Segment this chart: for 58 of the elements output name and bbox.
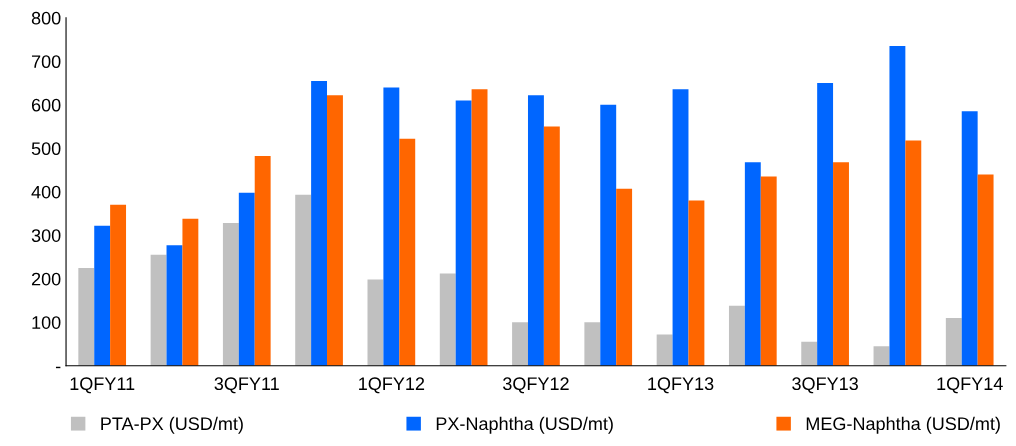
bar bbox=[78, 267, 95, 366]
bar bbox=[455, 100, 472, 366]
bar bbox=[616, 188, 633, 366]
bar bbox=[760, 176, 777, 366]
bar bbox=[439, 273, 456, 366]
y-tick-label: 400 bbox=[31, 185, 61, 199]
bar bbox=[311, 80, 328, 366]
bar bbox=[977, 174, 994, 366]
bar bbox=[182, 218, 199, 366]
bar bbox=[327, 95, 343, 366]
bar bbox=[584, 322, 601, 366]
x-tick-label: 1QFY14 bbox=[937, 377, 1003, 394]
y-tick-label: 100 bbox=[32, 316, 61, 329]
x-tick-label: 1QFY11 bbox=[70, 377, 135, 394]
y-tick-label: 200 bbox=[31, 272, 61, 286]
bar bbox=[945, 317, 962, 366]
y-tick-label: 500 bbox=[31, 142, 61, 156]
bar bbox=[94, 225, 111, 366]
bar bbox=[833, 162, 849, 366]
bar bbox=[238, 192, 255, 366]
bar bbox=[889, 46, 906, 366]
bar bbox=[150, 254, 167, 366]
legend-label: MEG-Naphtha (USD/mt) bbox=[806, 416, 1000, 434]
bar bbox=[744, 162, 761, 366]
bar bbox=[527, 95, 544, 366]
y-tick-label: 700 bbox=[31, 55, 61, 69]
bar bbox=[110, 204, 127, 366]
bar bbox=[656, 334, 673, 366]
bar bbox=[399, 138, 416, 366]
legend-label: PX-Naphtha (USD/mt) bbox=[436, 416, 613, 434]
bar bbox=[254, 156, 271, 366]
bar bbox=[543, 126, 560, 366]
bar bbox=[367, 279, 384, 366]
bar bbox=[222, 223, 239, 366]
x-tick-label: 1QFY12 bbox=[359, 377, 425, 394]
bar bbox=[801, 341, 818, 366]
bar bbox=[166, 245, 183, 366]
bar bbox=[383, 87, 400, 366]
x-tick-label: 3QFY12 bbox=[503, 377, 569, 394]
bar bbox=[817, 83, 834, 366]
x-tick-label: 3QFY13 bbox=[792, 377, 858, 394]
bar bbox=[512, 322, 528, 366]
bar bbox=[471, 89, 488, 366]
bar bbox=[961, 111, 978, 366]
bar bbox=[873, 346, 890, 366]
bar bbox=[905, 140, 922, 366]
bar bbox=[600, 104, 617, 366]
y-tick-label: - bbox=[55, 366, 61, 369]
bar bbox=[688, 200, 705, 366]
bar bbox=[672, 89, 689, 366]
y-tick-label: 600 bbox=[31, 98, 61, 112]
bar bbox=[295, 194, 312, 366]
y-tick-label: 300 bbox=[31, 229, 61, 242]
x-tick-label: 3QFY11 bbox=[214, 377, 279, 394]
bar bbox=[728, 305, 745, 366]
legend-label: PTA-PX (USD/mt) bbox=[101, 416, 243, 434]
x-tick-label: 1QFY13 bbox=[648, 377, 714, 394]
y-tick-label: 800 bbox=[31, 11, 61, 25]
